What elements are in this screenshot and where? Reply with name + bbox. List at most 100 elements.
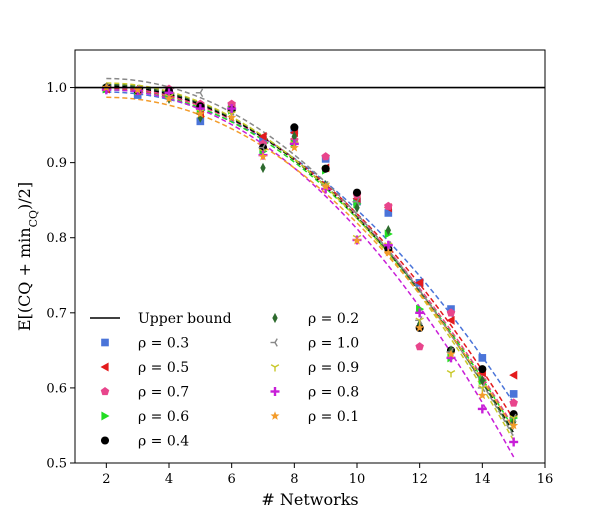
- data-point: [446, 308, 456, 317]
- data-point: [415, 323, 425, 332]
- legend-label: ρ = 0.4: [138, 434, 189, 450]
- legend-marker: [270, 411, 280, 420]
- data-point: [352, 188, 362, 197]
- data-point: [133, 91, 142, 99]
- x-tick-label: 14: [474, 472, 491, 487]
- data-point: [446, 315, 455, 325]
- data-point: [415, 342, 424, 351]
- legend: Upper bound ρ = 0.3 ρ = 0.5 ρ = 0.7 ρ = 0.6 ρ…: [90, 311, 359, 450]
- y-axis-ticks: 0.5 0.6 0.7 0.8 0.9 1.0: [46, 81, 75, 472]
- legend-label: ρ = 1.0: [308, 336, 359, 352]
- legend-marker: [101, 411, 110, 421]
- legend-marker: [272, 312, 278, 324]
- data-point: [195, 88, 204, 98]
- data-point: [227, 99, 236, 108]
- legend-entry: ρ = 0.9: [270, 360, 359, 376]
- data-point: [352, 197, 360, 206]
- data-point: [290, 123, 299, 132]
- fit-curve: [106, 86, 515, 428]
- x-axis-label: # Networks: [261, 490, 358, 509]
- legend-entry: ρ = 0.2: [272, 311, 359, 327]
- fit-curve: [106, 91, 515, 404]
- data-point: [289, 142, 299, 152]
- legend-entry: ρ = 0.4: [100, 434, 189, 450]
- legend-entry: ρ = 0.6: [101, 409, 189, 425]
- y-tick-label: 0.7: [46, 306, 67, 321]
- legend-label: ρ = 0.5: [138, 360, 189, 376]
- legend-entry: ρ = 0.3: [101, 336, 189, 352]
- data-point: [509, 370, 518, 380]
- y-tick-label: 0.8: [46, 231, 67, 246]
- data-point: [195, 109, 205, 118]
- data-point: [415, 278, 424, 288]
- data-points: [101, 82, 519, 447]
- fit-curve: [106, 89, 515, 458]
- legend-marker: [101, 338, 109, 347]
- data-point: [133, 85, 143, 94]
- legend-entry: ρ = 0.8: [270, 385, 359, 401]
- data-point: [509, 420, 519, 430]
- data-point: [479, 375, 486, 386]
- legend-entry: Upper bound: [90, 311, 232, 327]
- legend-label: ρ = 0.9: [308, 360, 359, 376]
- legend-marker: [270, 338, 278, 347]
- x-tick-label: 8: [290, 472, 298, 487]
- data-point: [478, 354, 487, 362]
- x-tick-label: 2: [102, 472, 110, 487]
- data-point: [227, 112, 237, 122]
- fit-curve: [106, 77, 515, 438]
- legend-marker: [100, 387, 110, 396]
- data-point: [227, 104, 237, 114]
- data-point: [385, 225, 392, 236]
- fit-curve: [106, 82, 515, 441]
- data-point: [321, 181, 331, 191]
- data-point: [509, 437, 519, 447]
- x-axis-ticks: 2 4 6 8 10 12 14 16: [102, 463, 553, 487]
- fit-curve: [106, 96, 515, 430]
- legend-entry: ρ = 0.5: [100, 360, 189, 376]
- legend-entry: ρ = 0.1: [270, 409, 359, 425]
- y-axis-label: E[(CQ + minCQ)/2]: [15, 182, 40, 331]
- y-tick-label: 0.6: [46, 381, 67, 396]
- plot-frame: [74, 49, 546, 464]
- data-point: [478, 365, 487, 374]
- data-point: [446, 370, 456, 378]
- data-point: [260, 162, 266, 174]
- legend-label: ρ = 0.6: [138, 409, 189, 425]
- data-point: [383, 248, 393, 257]
- data-point: [477, 390, 487, 400]
- legend-entry: ρ = 1.0: [270, 336, 359, 352]
- x-tick-label: 6: [228, 472, 236, 487]
- legend-label: ρ = 0.8: [308, 385, 359, 401]
- data-point: [164, 94, 174, 103]
- legend-entry: ρ = 0.7: [100, 385, 189, 401]
- data-point: [291, 131, 298, 142]
- fit-curve: [106, 89, 515, 430]
- data-point: [384, 209, 393, 217]
- data-point: [446, 349, 456, 358]
- data-point: [509, 398, 518, 407]
- data-point: [384, 201, 393, 210]
- legend-label: ρ = 0.1: [308, 409, 359, 425]
- legend-label: Upper bound: [138, 311, 232, 327]
- legend-label: ρ = 0.3: [138, 336, 189, 352]
- data-point: [477, 404, 487, 414]
- fit-curves: [106, 77, 515, 458]
- data-point: [352, 236, 362, 245]
- data-point: [258, 131, 267, 141]
- data-point: [258, 151, 268, 161]
- x-tick-label: 16: [537, 472, 554, 487]
- x-tick-label: 12: [411, 472, 428, 487]
- data-point: [509, 390, 518, 398]
- y-tick-label: 0.9: [46, 156, 67, 171]
- x-tick-label: 4: [165, 472, 173, 487]
- legend-marker: [270, 364, 280, 372]
- legend-marker: [100, 436, 110, 445]
- legend-marker: [270, 387, 280, 396]
- data-point: [321, 152, 330, 161]
- data-point: [321, 164, 330, 173]
- legend-label: ρ = 0.7: [138, 385, 189, 401]
- y-tick-label: 0.5: [46, 457, 67, 472]
- x-tick-label: 10: [349, 472, 366, 487]
